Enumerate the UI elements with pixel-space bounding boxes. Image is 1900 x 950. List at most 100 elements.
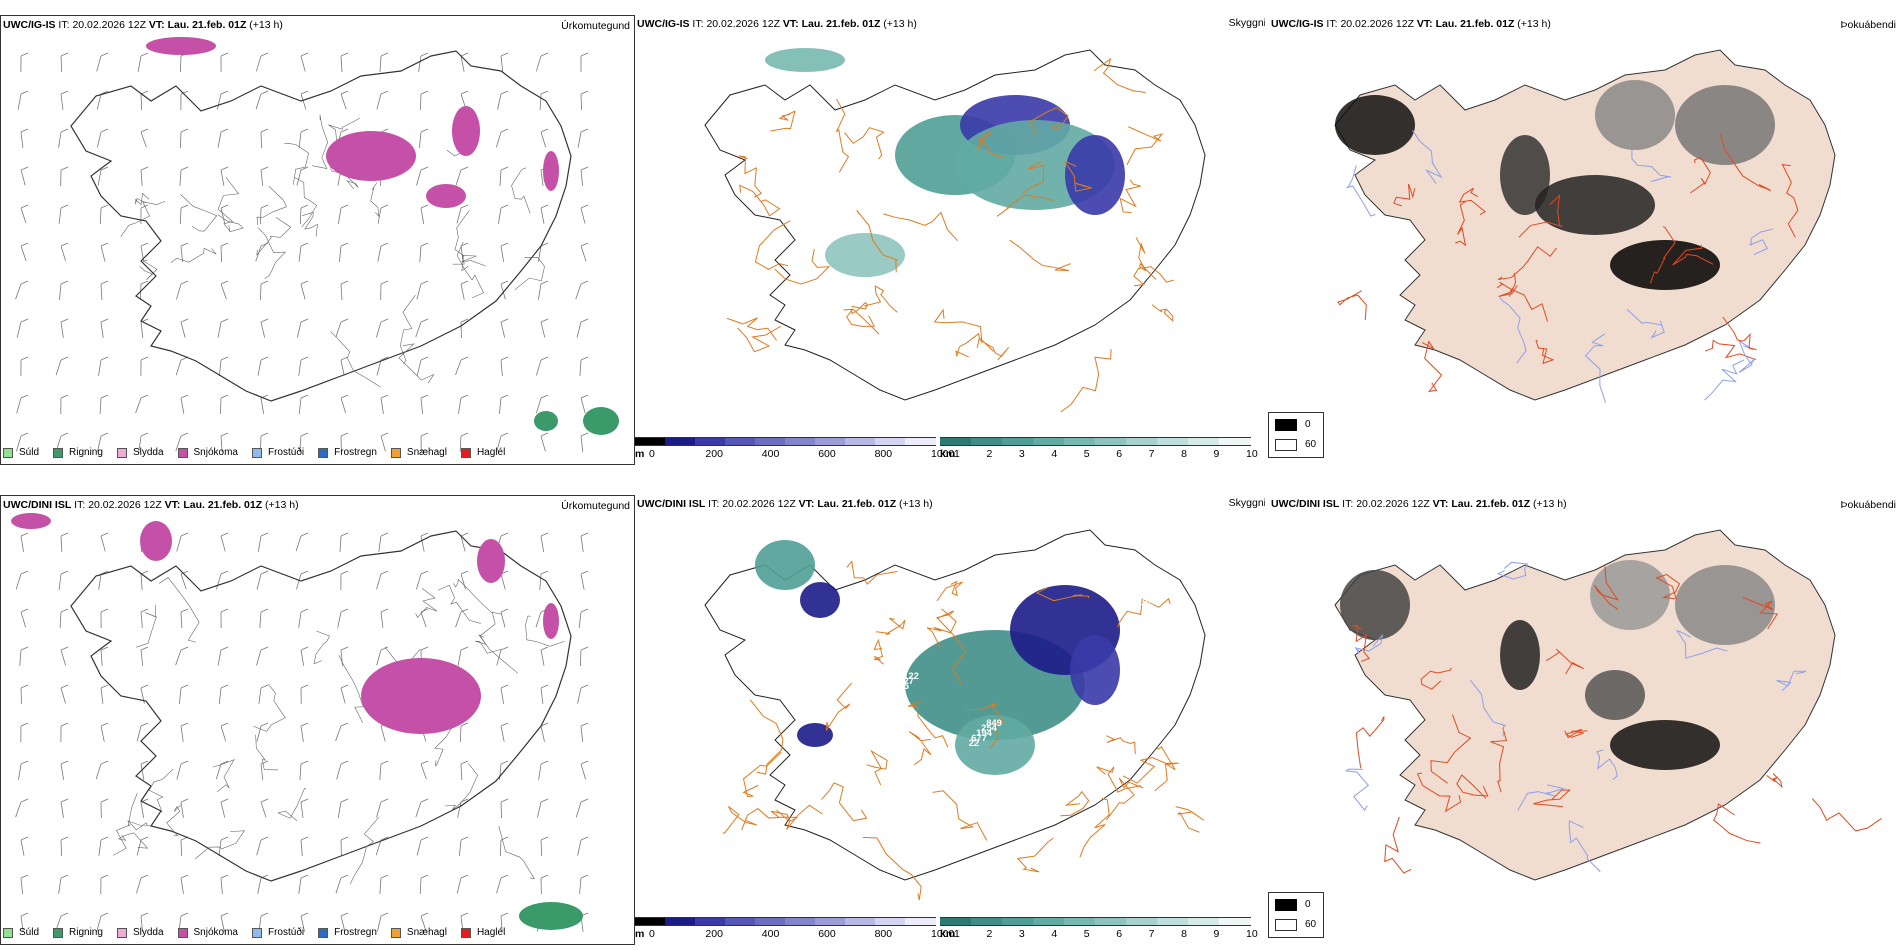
colorbar-segment: [815, 437, 846, 446]
visibility-map-bottom[interactable]: 1679412284994102189127254332120891951942…: [635, 495, 1270, 945]
visibility-value: 120: [1147, 587, 1163, 598]
ptype-map-bottom[interactable]: [1, 496, 636, 946]
legend-swatch: [116, 927, 127, 938]
visibility-value: 420: [805, 639, 821, 650]
field-name-ptype: Úrkomutegund: [561, 20, 630, 32]
fog-area: [1585, 670, 1645, 720]
visibility-value: 22: [969, 738, 980, 749]
lead-time: (+13 h): [1533, 498, 1567, 510]
legend-swatch: [460, 447, 471, 458]
panel-title-top-fog: UWC/IG-IS IT: 20.02.2026 12Z VT: Lau. 21…: [1271, 18, 1551, 30]
it-value: 20.02.2026 12Z: [722, 498, 796, 510]
field-name-fog: Þokuábendi: [1840, 19, 1896, 31]
fog-legend-0: 0: [1305, 899, 1311, 910]
colorbar-segment: [635, 917, 666, 926]
visibility-value: 94: [823, 624, 834, 635]
it-value: 20.02.2026 12Z: [1356, 498, 1430, 510]
colorbar-segment: [1219, 917, 1251, 926]
visibility-value: 145: [1152, 102, 1169, 113]
fog-area: [1340, 570, 1410, 640]
lead-time: (+13 h): [249, 19, 283, 31]
colorbar-unit: m: [635, 928, 645, 940]
cloud-area: [797, 723, 833, 747]
visibility-value: 195: [893, 681, 910, 692]
colorbar-tick: 3: [1018, 928, 1025, 940]
legend-item: Haglél: [460, 927, 505, 938]
visibility-value: 254: [981, 723, 998, 734]
colorbar-tick: 400: [761, 448, 780, 460]
cloud-area: [765, 48, 845, 72]
lead-time: (+13 h): [265, 499, 299, 511]
model-label: UWC/IG-IS: [637, 18, 690, 30]
colorbar-segment: [815, 917, 846, 926]
legend-swatch: [251, 447, 262, 458]
fog-legend-black: [1275, 899, 1297, 911]
legend-swatch: [3, 447, 13, 458]
visibility-value: 677: [971, 733, 987, 744]
it-label: IT:: [708, 498, 720, 510]
visibility-value: 281: [903, 191, 920, 202]
legend-item: Slydda: [116, 927, 164, 938]
snow-area: [543, 603, 559, 639]
it-label: IT:: [1326, 18, 1338, 30]
legend-item: Frostúði: [251, 927, 304, 938]
colorbar-tick: 7: [1148, 448, 1155, 460]
legend-swatch: [390, 447, 401, 458]
visibility-value: 167: [737, 577, 753, 588]
colorbar-segment: [755, 917, 786, 926]
colorbar-tick: 200: [705, 928, 723, 940]
visibility-value: 217: [898, 196, 914, 207]
fog-panel-bottom: UWC/DINI ISL IT: 20.02.2026 12Z VT: Lau.…: [1265, 495, 1900, 945]
snow-area: [326, 131, 416, 181]
legend-item: Súld: [3, 927, 39, 938]
legend-item: Frostregn: [318, 447, 377, 458]
vt-value: Lau. 21.feb. 01Z: [1451, 498, 1531, 510]
colorbar-tick: 0: [649, 448, 655, 460]
legend-item: Slydda: [116, 447, 164, 458]
visibility-value: 127: [898, 676, 914, 687]
cloud-area: [800, 582, 840, 618]
legend-label: Slydda: [132, 927, 164, 938]
legend-item: Frostregn: [318, 927, 377, 938]
legend-label: Haglél: [476, 447, 506, 458]
colorbar-tick: 800: [874, 448, 893, 460]
colorbar-tick: 1000: [931, 448, 955, 460]
field-name-visibility: Skyggni: [1228, 17, 1266, 29]
roads: [722, 560, 1205, 901]
colorbar-segment: [1033, 437, 1065, 446]
fog-legend-white: [1275, 919, 1297, 931]
colorbar-segment: [971, 437, 1003, 446]
fog-area: [1595, 80, 1675, 150]
it-value: 20.02.2026 12Z: [706, 18, 780, 30]
fog-map-top[interactable]: [1265, 15, 1900, 465]
rivers: [120, 114, 545, 388]
fog-area: [1590, 560, 1670, 630]
colorbar-segment: [940, 437, 972, 446]
colorbar-segment: [755, 437, 786, 446]
fog-map-bottom[interactable]: [1265, 495, 1900, 945]
ptype-legend: Súld Rigning Slydda Snjókoma Frostúði Frostre…: [3, 927, 519, 938]
fog-legend-black: [1275, 419, 1297, 431]
colorbar-segment: [845, 437, 876, 446]
colorbar-segment: [1157, 437, 1189, 446]
it-value: 20.02.2026 12Z: [88, 499, 162, 511]
colorbar-tick: 0: [649, 928, 655, 940]
fog-legend-white: [1275, 439, 1297, 451]
legend-item: Rigning: [53, 927, 103, 938]
wind-barbs: [15, 52, 589, 453]
ptype-map-top[interactable]: [1, 16, 636, 466]
snow-area: [146, 37, 216, 55]
visibility-map-top[interactable]: 1232202812231861451802173538394927724979…: [635, 15, 1270, 465]
ptype-panel-top: UWC/IG-IS IT: 20.02.2026 12Z VT: Lau. 21…: [0, 15, 635, 465]
colorbar-tick: 1: [954, 448, 960, 460]
colorbar-tick: 800: [874, 928, 893, 940]
legend-swatch: [116, 447, 127, 458]
colorbar-tick: 10: [1246, 448, 1258, 460]
it-label: IT:: [58, 19, 70, 31]
visibility-value: 186: [1069, 285, 1085, 296]
fog-legend-60: 60: [1305, 919, 1317, 930]
legend-item: Snæhagl: [390, 927, 447, 938]
colorbar-segment: [785, 917, 816, 926]
legend-label: Snæhagl: [406, 927, 447, 938]
vt-label: VT:: [148, 19, 165, 31]
